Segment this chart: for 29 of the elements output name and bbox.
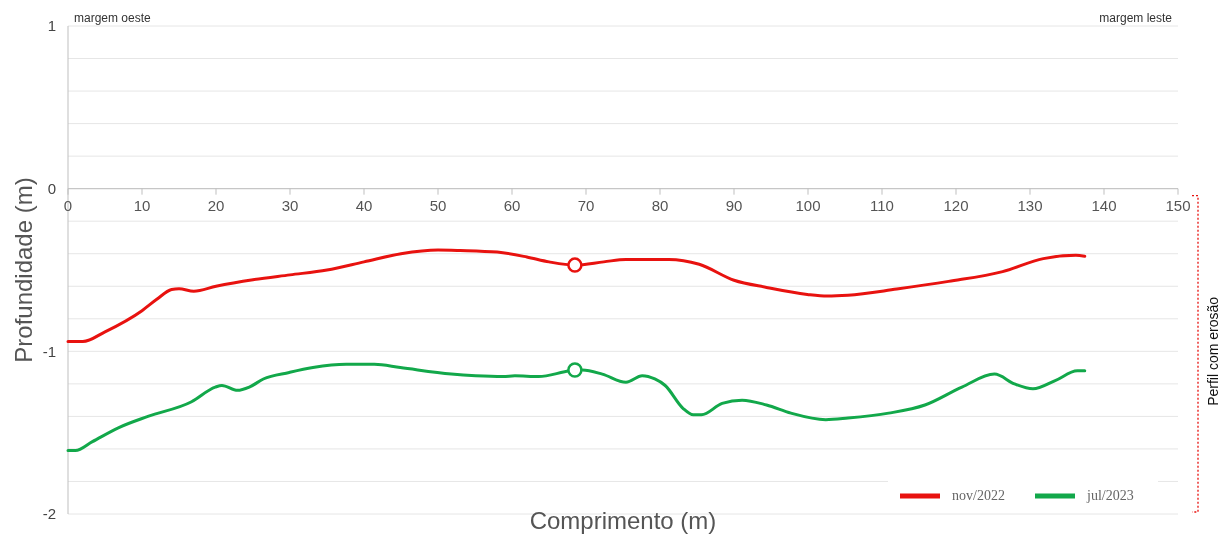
x-tick-label: 150 bbox=[1165, 196, 1191, 214]
x-tick-label: 130 bbox=[1017, 196, 1043, 214]
x-tick-label: 50 bbox=[429, 196, 447, 214]
line-series bbox=[66, 362, 1087, 453]
y-axis-title: Profundidade (m) bbox=[10, 177, 37, 363]
legend-label: nov/2022 bbox=[952, 487, 1005, 503]
x-tick-label: 100 bbox=[795, 196, 821, 214]
x-tick-label: 110 bbox=[870, 196, 894, 214]
y-tick-label: 0 bbox=[47, 179, 56, 197]
x-tick-label: 80 bbox=[651, 196, 669, 214]
legend-label: jul/2023 bbox=[1086, 487, 1134, 503]
x-tick-label: 40 bbox=[355, 196, 373, 214]
x-tick-label: 120 bbox=[943, 196, 969, 214]
x-tick-label: 60 bbox=[503, 196, 521, 214]
x-tick-label: 0 bbox=[63, 196, 73, 214]
x-tick-label: 90 bbox=[725, 196, 743, 214]
x-tick-label: 30 bbox=[281, 196, 299, 214]
x-axis-title: Comprimento (m) bbox=[529, 507, 717, 534]
x-tick-label: 20 bbox=[207, 196, 225, 214]
text: margem oeste bbox=[74, 11, 152, 25]
x-tick-label: 10 bbox=[133, 196, 151, 214]
y-tick-label: -2 bbox=[42, 505, 56, 523]
y-tick-label: 1 bbox=[47, 17, 56, 35]
text: margem leste bbox=[1099, 11, 1173, 25]
x-tick-label: 70 bbox=[577, 196, 595, 214]
x-tick-label: 140 bbox=[1091, 196, 1117, 214]
line-series bbox=[66, 248, 1087, 344]
y-tick-label: -1 bbox=[42, 342, 56, 360]
text: Perfil com erosão bbox=[1205, 296, 1221, 406]
